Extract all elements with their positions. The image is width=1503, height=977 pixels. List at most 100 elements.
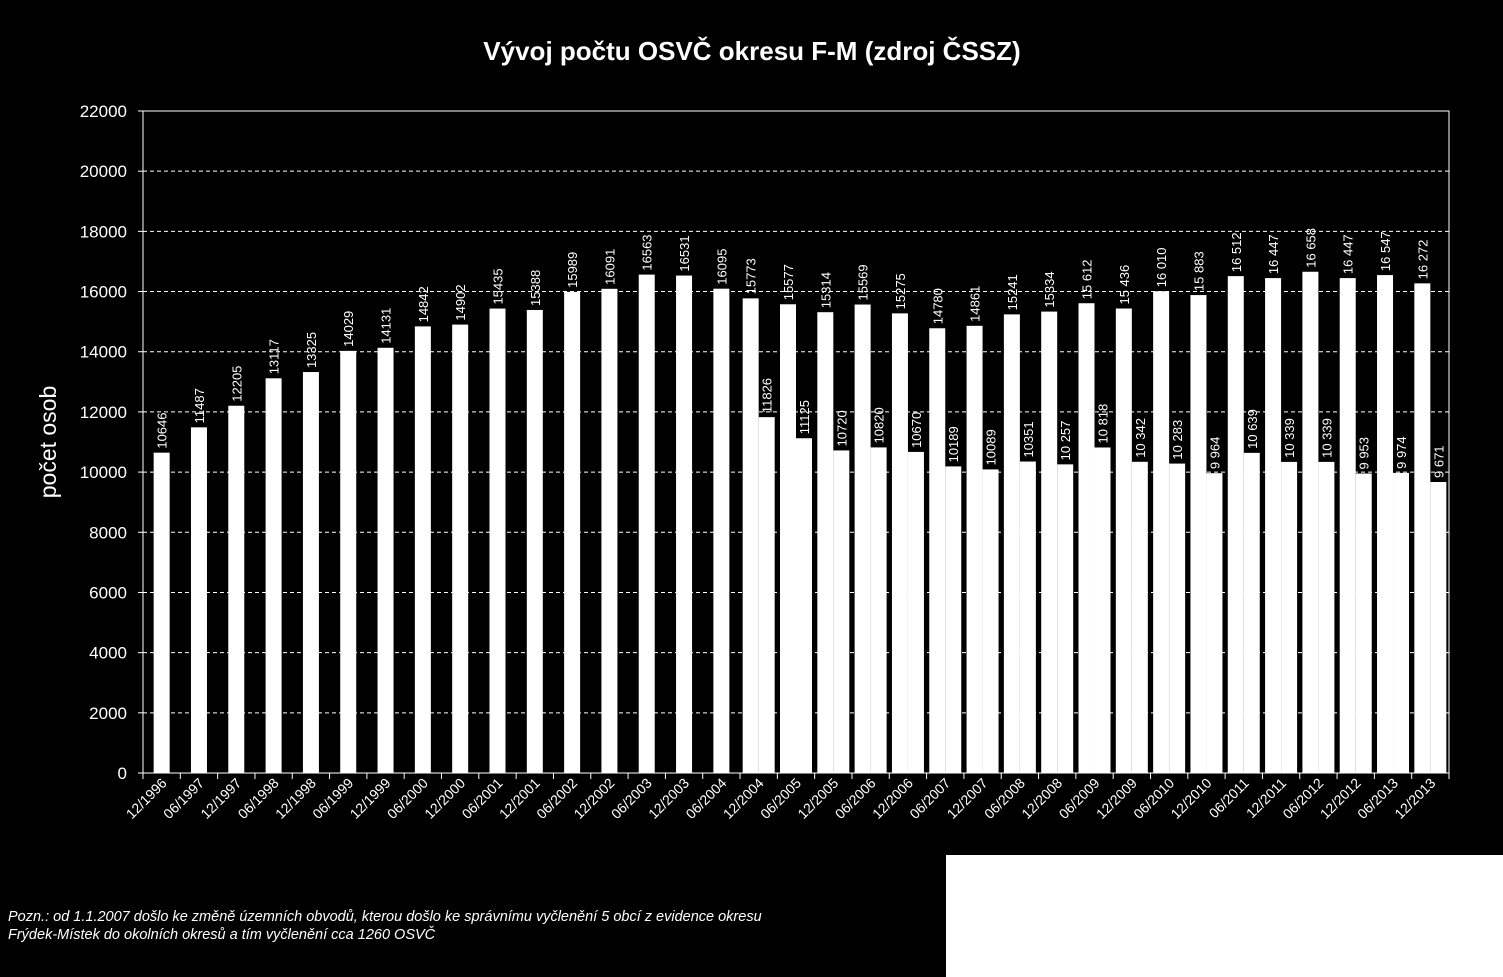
bar-value-label: 10089 bbox=[984, 429, 999, 465]
y-tick-label: 12000 bbox=[80, 403, 127, 422]
bar-value-label: 11125 bbox=[797, 400, 812, 434]
bar bbox=[1414, 283, 1431, 773]
bar-value-label: 16 447 bbox=[1341, 234, 1356, 274]
bars bbox=[153, 271, 1447, 773]
bar-value-label: 15 883 bbox=[1191, 251, 1206, 291]
y-tick-label: 8000 bbox=[89, 523, 127, 542]
bar bbox=[1430, 481, 1447, 773]
bar bbox=[1281, 461, 1298, 773]
bar-value-label: 15388 bbox=[528, 270, 543, 306]
bar-value-label: 9 671 bbox=[1431, 445, 1446, 478]
y-tick-label: 16000 bbox=[80, 283, 127, 302]
bar-value-label: 14861 bbox=[968, 286, 983, 322]
bar bbox=[713, 288, 730, 773]
bar-value-label: 15314 bbox=[818, 272, 833, 308]
bar-value-label: 16 547 bbox=[1378, 231, 1393, 271]
bar bbox=[1131, 461, 1148, 773]
bar bbox=[414, 326, 431, 773]
bar-value-label: 14902 bbox=[453, 284, 468, 320]
bar-value-label: 15275 bbox=[893, 273, 908, 309]
footnote-line-2: Frýdek-Místek do okolních okresů a tím v… bbox=[8, 927, 436, 943]
bar-value-label: 10351 bbox=[1021, 421, 1036, 457]
bar bbox=[526, 309, 543, 773]
bar bbox=[966, 325, 983, 773]
bar bbox=[1115, 308, 1132, 773]
bar-value-label: 11826 bbox=[760, 378, 775, 413]
bar bbox=[228, 405, 245, 773]
bar-value-label: 10646 bbox=[155, 412, 170, 448]
y-tick-label: 18000 bbox=[80, 222, 127, 241]
bar bbox=[1094, 447, 1111, 773]
bar-value-label: 10 339 bbox=[1319, 418, 1334, 458]
bar-value-label: 14029 bbox=[341, 311, 356, 347]
bar bbox=[1377, 275, 1394, 773]
bar-value-label: 15569 bbox=[856, 264, 871, 300]
y-tick-label: 6000 bbox=[89, 583, 127, 602]
bar bbox=[1227, 276, 1244, 773]
bar bbox=[1153, 291, 1170, 773]
bar bbox=[340, 350, 357, 773]
bar bbox=[929, 328, 946, 773]
bar bbox=[796, 438, 812, 773]
bar-value-label: 10 639 bbox=[1245, 409, 1260, 449]
bar-value-label: 15577 bbox=[781, 264, 796, 300]
bar bbox=[1190, 295, 1207, 773]
bar-value-label: 14780 bbox=[930, 288, 945, 324]
bar-value-label: 10189 bbox=[946, 426, 961, 462]
bar-value-label: 10 283 bbox=[1170, 420, 1185, 460]
bar bbox=[1169, 463, 1186, 773]
bar-value-label: 15241 bbox=[1005, 274, 1020, 310]
bar bbox=[1339, 278, 1356, 773]
bar-value-label: 16563 bbox=[640, 234, 655, 270]
bar-value-label: 15334 bbox=[1042, 271, 1057, 307]
bar-value-label: 15435 bbox=[490, 268, 505, 304]
bar bbox=[489, 308, 506, 773]
bar bbox=[1003, 314, 1020, 773]
y-tick-label: 22000 bbox=[80, 102, 127, 121]
bar bbox=[758, 417, 775, 773]
y-tick-label: 20000 bbox=[80, 162, 127, 181]
bar bbox=[564, 291, 581, 773]
bar-value-label: 9 953 bbox=[1357, 437, 1372, 470]
bar-value-label: 16 447 bbox=[1266, 234, 1281, 274]
y-tick-label: 10000 bbox=[80, 463, 127, 482]
bar bbox=[1019, 461, 1036, 773]
y-tick-label: 2000 bbox=[89, 704, 127, 723]
chart-title: Vývoj počtu OSVČ okresu F-M (zdroj ČSSZ) bbox=[483, 36, 1020, 66]
bar bbox=[601, 288, 618, 773]
bar bbox=[153, 452, 170, 773]
bar bbox=[891, 313, 908, 773]
y-tick-label: 14000 bbox=[80, 343, 127, 362]
blank-panel bbox=[946, 855, 1503, 977]
bar-value-label: 9 974 bbox=[1394, 436, 1409, 469]
bar-value-label: 16095 bbox=[714, 249, 729, 285]
bar-data-labels: 10646 11487 12205 13117 13325 14029 14131 14842… bbox=[155, 228, 1447, 478]
bar-value-label: 14842 bbox=[416, 286, 431, 322]
footnote-line-1: Pozn.: od 1.1.2007 došlo ke změně územní… bbox=[8, 909, 762, 925]
bar-value-label: 16531 bbox=[677, 235, 692, 271]
bar bbox=[1057, 464, 1074, 773]
bar bbox=[452, 324, 469, 773]
y-tick-label: 0 bbox=[118, 764, 127, 783]
bar-value-label: 16 512 bbox=[1229, 232, 1244, 272]
bar-value-label: 16 658 bbox=[1303, 228, 1318, 268]
bar-value-label: 16 272 bbox=[1415, 240, 1430, 280]
bar bbox=[817, 312, 834, 773]
bar-value-label: 12205 bbox=[229, 366, 244, 402]
bar bbox=[982, 469, 999, 773]
bar-value-label: 16 010 bbox=[1154, 247, 1169, 287]
bar-value-label: 13325 bbox=[304, 332, 319, 368]
bar-value-label: 16091 bbox=[602, 249, 617, 285]
bar-value-label: 10670 bbox=[909, 412, 924, 448]
bar bbox=[945, 466, 962, 773]
bar bbox=[1318, 461, 1335, 773]
bar-value-label: 15773 bbox=[744, 258, 759, 294]
bar bbox=[870, 447, 887, 773]
footnote: Pozn.: od 1.1.2007 došlo ke změně územní… bbox=[8, 908, 943, 944]
y-axis-ticks: 0 2000 4000 6000 8000 10000 12000 14000 16000 180… bbox=[80, 102, 143, 783]
bar bbox=[742, 298, 759, 773]
bar-value-label: 13117 bbox=[267, 339, 282, 374]
bar-value-label: 15 436 bbox=[1117, 265, 1132, 305]
bar bbox=[833, 450, 850, 773]
